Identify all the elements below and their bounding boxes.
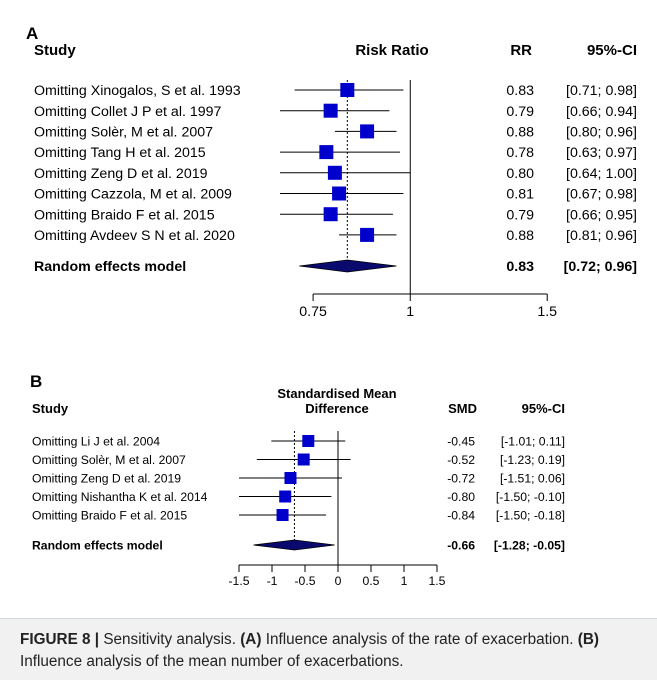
study-ci: [0.66; 0.94] — [566, 104, 637, 120]
pooled-label: Random effects model — [32, 538, 163, 552]
study-effect-marker — [284, 472, 297, 484]
study-ci: [-1.51; 0.06] — [500, 471, 565, 485]
x-tick-label: 1.5 — [537, 304, 557, 320]
study-estimate: 0.79 — [506, 207, 534, 223]
panel-b-header-ci: 95%-CI — [522, 401, 565, 416]
caption-b-text: Influence analysis of the mean number of… — [20, 653, 404, 670]
panel-b-header-effect-line2: Difference — [305, 401, 369, 416]
study-effect-marker — [319, 145, 334, 160]
study-effect-marker — [323, 103, 338, 118]
panel-a-forest-plot: A Study Risk Ratio RR 95%-CI Omitting Xi… — [22, 16, 638, 338]
panel-a-header-ci: 95%-CI — [587, 42, 637, 59]
study-label: Omitting Solèr, M et al. 2007 — [32, 453, 186, 467]
caption-box: FIGURE 8 | Sensitivity analysis. (A) Inf… — [0, 618, 657, 680]
study-label: Omitting Tang H et al. 2015 — [34, 145, 206, 161]
study-effect-marker — [360, 124, 375, 139]
study-label: Omitting Braido F et al. 2015 — [32, 508, 187, 522]
study-label: Omitting Solèr, M et al. 2007 — [34, 125, 213, 141]
x-tick-label: 1.5 — [429, 574, 446, 588]
study-effect-marker — [360, 227, 375, 242]
study-label: Omitting Collet J P et al. 1997 — [34, 104, 222, 120]
panel-b-header-estimate: SMD — [448, 401, 477, 416]
study-estimate: -0.72 — [447, 471, 475, 485]
study-ci: [-1.50; -0.18] — [496, 508, 565, 522]
panel-b-header-effect-line1: Standardised Mean — [277, 386, 396, 401]
study-label: Omitting Avdeev S N et al. 2020 — [34, 228, 235, 244]
x-tick-label: -1.5 — [228, 574, 249, 588]
study-effect-marker — [302, 435, 315, 447]
x-tick-label: -1 — [267, 574, 278, 588]
study-ci: [-1.50; -0.10] — [496, 490, 565, 504]
study-estimate: 0.78 — [506, 145, 534, 161]
study-estimate: -0.52 — [447, 453, 475, 467]
study-effect-marker — [323, 207, 338, 222]
study-label: Omitting Zeng D et al. 2019 — [32, 471, 181, 485]
caption-label: FIGURE 8 | — [20, 631, 100, 648]
panel-b-rows: Omitting Li J et al. 2004 -0.45 [-1.01; 0.… — [32, 434, 565, 552]
study-estimate: 0.79 — [506, 104, 534, 120]
study-effect-marker — [279, 490, 292, 503]
panel-b-label: B — [30, 372, 42, 391]
pooled-effect-diamond — [299, 259, 397, 273]
panel-b-plot-area: -1.5 -1 -0.5 0 0.5 1 1.5 — [228, 431, 446, 588]
study-label: Omitting Nishantha K et al. 2014 — [32, 490, 208, 504]
panel-b-header-study: Study — [32, 401, 69, 416]
x-tick-label: 1 — [406, 304, 414, 320]
pooled-estimate: -0.66 — [447, 538, 475, 552]
caption-a-tag: (A) — [240, 631, 262, 648]
pooled-label: Random effects model — [34, 259, 186, 275]
study-effect-marker — [297, 453, 310, 466]
panel-a-header-effect: Risk Ratio — [355, 42, 428, 59]
panel-a-header-study: Study — [34, 42, 76, 59]
x-tick-label: -0.5 — [294, 574, 315, 588]
x-tick-label: 0.75 — [299, 304, 327, 320]
study-estimate: 0.88 — [506, 125, 534, 141]
figure-caption: FIGURE 8 | Sensitivity analysis. (A) Inf… — [20, 629, 640, 673]
x-tick-label: 1 — [401, 574, 408, 588]
study-ci: [0.81; 0.96] — [566, 228, 637, 244]
study-ci: [-1.01; 0.11] — [501, 434, 565, 448]
study-label: Omitting Braido F et al. 2015 — [34, 207, 215, 223]
pooled-ci: [-1.28; -0.05] — [494, 538, 565, 552]
caption-lead: Sensitivity analysis. — [99, 631, 241, 648]
panel-a-svg: A Study Risk Ratio RR 95%-CI Omitting Xi… — [26, 24, 637, 320]
panel-a-rows: Omitting Xinogalos, S et al. 1993 0.83 [0.… — [34, 83, 637, 275]
study-label: Omitting Zeng D et al. 2019 — [34, 166, 208, 182]
x-tick-label: 0.5 — [363, 574, 380, 588]
study-ci: [-1.23; 0.19] — [500, 453, 565, 467]
pooled-estimate: 0.83 — [506, 259, 534, 275]
study-label: Omitting Li J et al. 2004 — [32, 434, 160, 448]
study-ci: [0.66; 0.95] — [566, 207, 637, 223]
x-tick-label: 0 — [335, 574, 342, 588]
study-estimate: 0.88 — [506, 228, 534, 244]
study-ci: [0.80; 0.96] — [566, 125, 637, 141]
study-effect-marker — [340, 83, 355, 97]
study-estimate: 0.81 — [506, 187, 534, 203]
study-estimate: -0.80 — [447, 490, 475, 504]
panel-b-forest-plot: B Standardised Mean Difference Study SMD… — [22, 366, 638, 616]
panel-a-label: A — [26, 24, 38, 43]
study-label: Omitting Cazzola, M et al. 2009 — [34, 187, 232, 203]
study-ci: [0.71; 0.98] — [566, 83, 637, 99]
study-effect-marker — [332, 186, 347, 201]
caption-b-tag: (B) — [577, 631, 600, 648]
panel-a-header-estimate: RR — [510, 42, 532, 59]
panel-b-svg: B Standardised Mean Difference Study SMD… — [30, 372, 565, 588]
caption-a-text: Influence analysis of the rate of exacer… — [261, 631, 578, 648]
study-label: Omitting Xinogalos, S et al. 1993 — [34, 83, 241, 99]
pooled-ci: [0.72; 0.96] — [564, 259, 637, 275]
study-estimate: -0.45 — [447, 434, 475, 448]
pooled-effect-diamond — [253, 539, 335, 551]
study-estimate: 0.83 — [506, 83, 534, 99]
study-effect-marker — [276, 509, 289, 521]
panel-a-plot-area: 0.75 1 1.5 — [280, 80, 557, 320]
study-estimate: -0.84 — [447, 508, 475, 522]
study-ci: [0.67; 0.98] — [566, 187, 637, 203]
study-ci: [0.63; 0.97] — [566, 145, 637, 161]
study-ci: [0.64; 1.00] — [566, 166, 637, 182]
study-effect-marker — [327, 165, 342, 180]
study-estimate: 0.80 — [506, 166, 534, 182]
